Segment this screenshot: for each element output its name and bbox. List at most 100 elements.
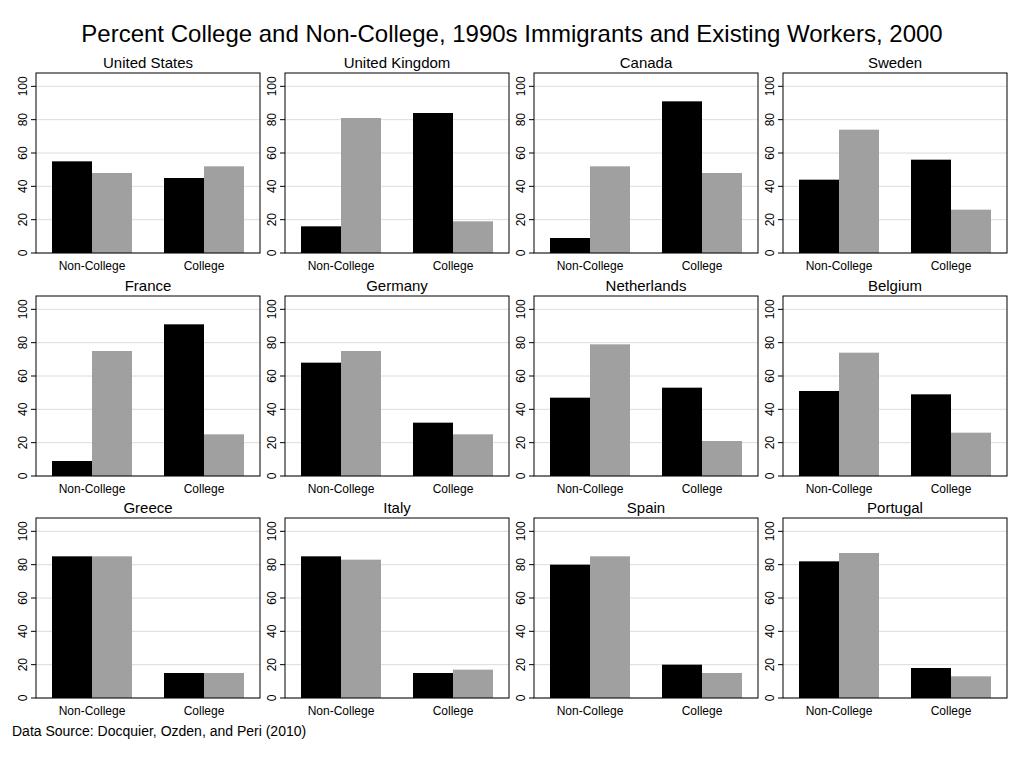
tick-label: 80 [265,558,279,572]
tick-mark [778,442,783,443]
plot-frame [285,73,509,253]
panel-title: Italy [383,499,411,516]
tick-mark [529,119,534,120]
category-label: Non-College [59,704,126,718]
tick-mark [280,219,285,220]
tick-label: 100 [763,521,777,541]
plot-frame [783,73,1007,253]
tick-mark [778,119,783,120]
tick-label: 40 [514,402,528,416]
panel-title: Spain [627,499,665,516]
tick-mark [280,309,285,310]
bars [799,553,991,698]
grid-line [783,119,1007,120]
category-label: College [682,704,723,718]
tick-mark [280,186,285,187]
tick-mark [529,253,534,254]
tick-label: 100 [16,521,30,541]
tick-mark [31,409,36,410]
panel: Greece020406080100Non-CollegeCollege [16,499,260,718]
category-label: College [433,259,474,273]
tick-mark [778,664,783,665]
tick-label: 60 [514,146,528,160]
tick-label: 40 [16,624,30,638]
tick-label: 0 [265,249,279,256]
category-label: Non-College [557,259,624,273]
tick-mark [778,631,783,632]
bar [590,556,630,698]
tick-mark [529,631,534,632]
bar [662,388,702,476]
bar [52,556,92,698]
plot-frame [36,296,260,476]
grid-line [285,86,509,87]
bar [911,160,951,253]
tick-label: 20 [16,213,30,227]
tick-label: 40 [763,179,777,193]
tick-label: 100 [265,299,279,319]
tick-label: 80 [16,113,30,127]
category-label: College [931,704,972,718]
tick-mark [280,86,285,87]
tick-mark [529,376,534,377]
tick-mark [31,219,36,220]
bar [92,351,132,476]
bar [204,673,244,698]
panel-title: Belgium [868,277,922,294]
tick-mark [529,342,534,343]
tick-mark [529,531,534,532]
bar [951,210,991,253]
panel: United Kingdom020406080100Non-CollegeCol… [265,54,509,273]
tick-mark [31,531,36,532]
panel: Portugal020406080100Non-CollegeCollege [763,499,1007,718]
grid-line [534,86,758,87]
tick-label: 20 [763,213,777,227]
plot-frame [783,296,1007,476]
tick-label: 100 [514,76,528,96]
tick-label: 60 [514,369,528,383]
tick-label: 60 [16,369,30,383]
panel-title: United Kingdom [344,54,451,71]
grid-line [534,376,758,377]
tick-label: 40 [514,624,528,638]
tick-mark [778,476,783,477]
bar [799,180,839,253]
grid-line [285,342,509,343]
tick-mark [778,309,783,310]
bar [301,226,341,253]
category-label: College [682,482,723,496]
tick-mark [529,698,534,699]
bars [550,556,742,698]
tick-label: 60 [265,146,279,160]
tick-label: 60 [514,591,528,605]
source-note: Data Source: Docquier, Ozden, and Peri (… [12,723,306,739]
plot-frame [285,296,509,476]
tick-mark [280,598,285,599]
tick-label: 20 [16,436,30,450]
bar [590,344,630,476]
category-label: Non-College [308,259,375,273]
bar [453,434,493,476]
bar [52,461,92,476]
category-label: Non-College [308,704,375,718]
bar [164,324,204,476]
bar [839,353,879,476]
panel-title: Germany [366,277,428,294]
tick-mark [280,253,285,254]
tick-label: 60 [763,369,777,383]
tick-mark [31,309,36,310]
tick-mark [529,476,534,477]
tick-mark [529,186,534,187]
tick-mark [280,664,285,665]
bar [164,178,204,253]
tick-label: 20 [514,658,528,672]
tick-mark [529,664,534,665]
category-label: College [433,482,474,496]
tick-label: 100 [265,76,279,96]
grid-line [36,409,260,410]
plot-frame [783,518,1007,698]
plot-frame [36,518,260,698]
bar [550,238,590,253]
tick-mark [778,564,783,565]
tick-label: 0 [514,472,528,479]
